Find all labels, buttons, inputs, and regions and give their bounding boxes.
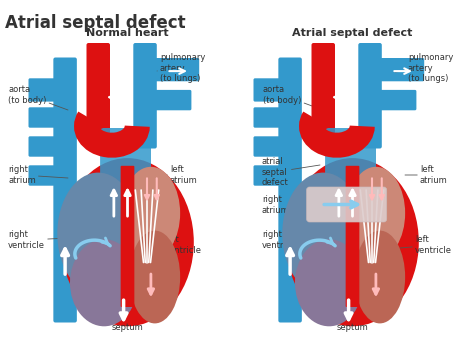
FancyBboxPatch shape [374,58,424,81]
Text: atrial
septal
defect: atrial septal defect [262,157,320,187]
Ellipse shape [129,231,180,323]
FancyBboxPatch shape [311,43,335,134]
FancyBboxPatch shape [374,90,416,110]
Ellipse shape [61,158,194,326]
Text: aorta
(to body): aorta (to body) [263,85,323,110]
Text: left
atrium: left atrium [157,165,198,185]
Text: right
ventricle: right ventricle [262,230,320,250]
FancyBboxPatch shape [254,165,280,186]
Text: left
atrium: left atrium [405,165,448,185]
Text: left
ventricle: left ventricle [400,235,452,255]
Text: septum: septum [111,323,143,332]
Text: right
atrium: right atrium [8,165,68,185]
Text: pulmonary
artery
(to lungs): pulmonary artery (to lungs) [395,53,453,83]
FancyBboxPatch shape [325,128,376,296]
Ellipse shape [346,167,405,260]
Ellipse shape [355,231,405,323]
FancyBboxPatch shape [254,78,282,102]
FancyBboxPatch shape [121,166,134,307]
FancyBboxPatch shape [254,107,288,128]
FancyBboxPatch shape [307,187,387,222]
Ellipse shape [70,239,138,326]
FancyBboxPatch shape [28,78,57,102]
Ellipse shape [57,172,139,295]
FancyBboxPatch shape [28,107,63,128]
FancyBboxPatch shape [54,57,77,322]
Text: pulmonary
artery
(to lungs): pulmonary artery (to lungs) [148,53,205,83]
Text: Atrial septal defect: Atrial septal defect [5,14,186,32]
Ellipse shape [295,239,363,326]
FancyBboxPatch shape [346,166,359,307]
Text: aorta
(to body): aorta (to body) [8,85,68,110]
Text: left
ventricle: left ventricle [150,235,202,255]
Text: Atrial septal defect: Atrial septal defect [292,28,413,38]
Text: septum: septum [337,323,368,332]
Ellipse shape [286,158,419,326]
Text: right
atrium: right atrium [262,195,320,215]
Text: Normal heart: Normal heart [86,28,169,38]
Ellipse shape [122,167,180,260]
FancyBboxPatch shape [278,57,302,322]
FancyBboxPatch shape [254,136,284,157]
FancyBboxPatch shape [358,43,382,149]
FancyBboxPatch shape [86,43,110,134]
FancyBboxPatch shape [149,58,199,81]
Text: right
ventricle: right ventricle [8,230,70,250]
FancyBboxPatch shape [133,43,157,149]
FancyBboxPatch shape [28,136,59,157]
FancyBboxPatch shape [149,90,191,110]
FancyBboxPatch shape [28,165,55,186]
Ellipse shape [283,172,364,295]
FancyBboxPatch shape [100,128,151,296]
